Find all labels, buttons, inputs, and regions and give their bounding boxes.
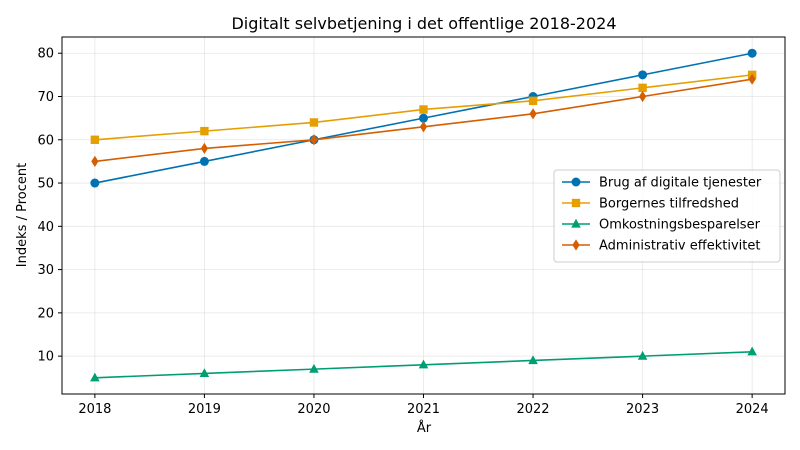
legend: Brug af digitale tjenester Borgernes tilf…: [553, 169, 781, 263]
x-tick-label: 2019: [188, 402, 221, 417]
chart-title: Digitalt selvbetjening i det offentlige …: [231, 14, 616, 33]
x-tick-label: 2021: [407, 402, 440, 417]
legend-label: Borgernes tilfredshed: [599, 197, 739, 212]
legend-item: Administrativ effektivitet: [562, 239, 760, 254]
data-point: [199, 368, 210, 378]
data-point: [310, 134, 318, 146]
data-point: [309, 118, 319, 127]
data-point: [418, 359, 429, 369]
y-tick-label: 40: [37, 220, 54, 235]
data-point: [91, 155, 99, 168]
data-point: [90, 135, 100, 144]
data-point: [747, 346, 757, 356]
series-3: [90, 346, 757, 382]
legend-label: Omkostningsbesparelser: [599, 218, 761, 233]
data-point: [419, 113, 428, 123]
data-point: [638, 90, 647, 103]
series-4: [91, 73, 756, 168]
data-point: [200, 142, 209, 155]
data-point: [638, 83, 647, 93]
y-tick-label: 60: [37, 133, 54, 148]
data-point: [748, 73, 756, 85]
data-point: [638, 70, 648, 80]
legend-box: [553, 169, 781, 263]
data-point: [529, 108, 537, 120]
y-tick-label: 70: [37, 90, 54, 105]
data-point: [637, 350, 648, 360]
y-tick-label: 10: [37, 350, 54, 365]
y-axis: 10 20 30 40 50 60 70 80: [37, 47, 62, 365]
y-axis-label: Indeks / Procent: [15, 163, 30, 267]
data-point: [90, 372, 100, 382]
legend-item: Omkostningsbesparelser: [562, 218, 761, 233]
y-tick-label: 20: [37, 306, 54, 321]
legend-marker: [571, 218, 581, 228]
legend-item: Borgernes tilfredshed: [562, 197, 739, 212]
data-point: [309, 363, 319, 373]
data-point: [419, 121, 428, 133]
x-tick-label: 2023: [626, 402, 659, 417]
y-tick-label: 50: [37, 177, 54, 192]
legend-label: Administrativ effektivitet: [599, 239, 760, 254]
legend-item: Brug af digitale tjenester: [562, 176, 762, 191]
legend-marker: [571, 177, 581, 187]
series-layer: [90, 48, 757, 382]
data-point: [747, 48, 757, 58]
data-point: [90, 178, 100, 188]
y-tick-label: 80: [37, 47, 54, 62]
data-point: [200, 126, 209, 136]
data-point: [419, 105, 428, 114]
x-axis: 2018 2019 2020 2021 2022 2023 2024: [78, 394, 769, 417]
data-point: [528, 355, 538, 365]
data-point: [199, 156, 209, 166]
data-point: [528, 96, 538, 106]
x-tick-label: 2020: [297, 402, 330, 417]
legend-label: Brug af digitale tjenester: [599, 176, 762, 191]
x-tick-label: 2022: [516, 402, 549, 417]
x-axis-label: År: [417, 420, 432, 436]
legend-marker: [571, 198, 581, 208]
series-1: [90, 48, 757, 188]
x-tick-label: 2024: [736, 402, 769, 417]
x-tick-label: 2018: [78, 402, 111, 417]
y-tick-label: 30: [37, 263, 54, 278]
legend-marker: [572, 239, 580, 251]
